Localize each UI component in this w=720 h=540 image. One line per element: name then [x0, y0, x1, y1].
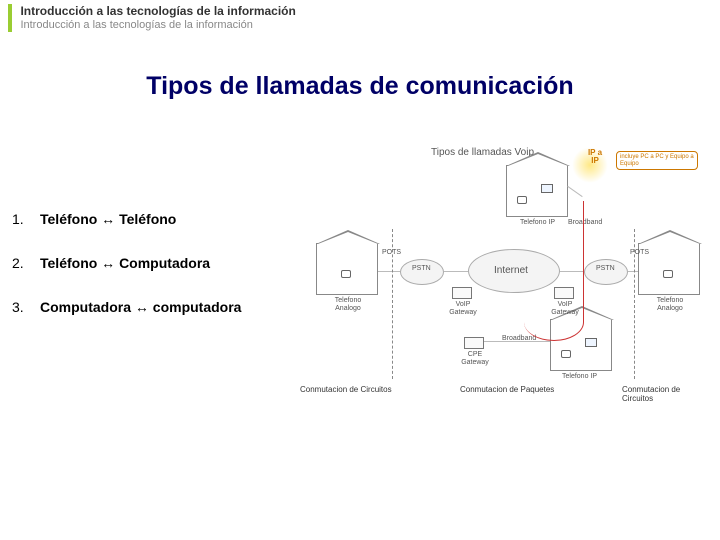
diagram-label: PSTN	[596, 265, 615, 273]
list-text: Teléfono ↔ Teléfono	[40, 211, 176, 227]
header-title: Introducción a las tecnologías de la inf…	[20, 4, 295, 18]
list-text: Teléfono ↔ Computadora	[40, 255, 210, 271]
call-types-list: 1. Teléfono ↔ Teléfono 2. Teléfono ↔ Com…	[12, 211, 312, 343]
diagram-label: PSTN	[412, 265, 431, 273]
list-item: 3. Computadora ↔ computadora	[12, 299, 312, 315]
divider-line	[392, 229, 393, 379]
diagram-caption: Conmutacion de Paquetes	[460, 385, 554, 394]
content-area: 1. Teléfono ↔ Teléfono 2. Teléfono ↔ Com…	[0, 141, 720, 521]
list-text: Computadora ↔ computadora	[40, 299, 241, 315]
ip-note: incluye PC a PC y Equipo a Equipo	[616, 151, 698, 170]
slide-header: Introducción a las tecnologías de la inf…	[0, 0, 720, 34]
list-number: 3.	[12, 299, 40, 315]
list-number: 2.	[12, 255, 40, 271]
link-line	[567, 186, 582, 197]
diagram-label: POTS	[630, 249, 649, 257]
phone-icon	[663, 270, 673, 278]
phone-icon	[561, 350, 571, 358]
diagram-caption: Conmutacion de Circuitos	[300, 385, 392, 394]
list-item: 1. Teléfono ↔ Teléfono	[12, 211, 312, 227]
link-line	[484, 341, 550, 342]
ip-badge-text: IP a IP	[588, 148, 602, 165]
voip-diagram: Tipos de llamadas Voip IP a IP incluye P…	[316, 141, 706, 401]
pc-icon	[541, 184, 553, 193]
diagram-caption: Conmutacion de Circuitos	[622, 385, 706, 403]
diagram-label: Telefono IP	[562, 373, 597, 381]
ip-curve	[524, 201, 584, 341]
diagram-label: VoIP Gateway	[448, 301, 478, 316]
link-line	[444, 271, 468, 272]
link-line	[378, 271, 400, 272]
diagram-label: Internet	[494, 265, 528, 276]
house-icon	[316, 243, 378, 295]
phone-icon	[341, 270, 351, 278]
gateway-icon	[452, 287, 472, 299]
header-accent-bar	[8, 4, 12, 32]
list-number: 1.	[12, 211, 40, 227]
page-title: Tipos de llamadas de comunicación	[0, 72, 720, 101]
diagram-label: Telefono Analogo	[328, 297, 368, 312]
diagram-label: Telefono Analogo	[648, 297, 692, 312]
divider-line	[634, 229, 635, 379]
diagram-label: CPE Gateway	[458, 351, 492, 366]
header-subtitle: Introducción a las tecnologías de la inf…	[20, 19, 295, 31]
list-item: 2. Teléfono ↔ Computadora	[12, 255, 312, 271]
gateway-icon	[464, 337, 484, 349]
header-text-block: Introducción a las tecnologías de la inf…	[20, 4, 295, 31]
ip-badge: IP a IP	[584, 149, 606, 165]
link-line	[628, 271, 638, 272]
pc-icon	[585, 338, 597, 347]
